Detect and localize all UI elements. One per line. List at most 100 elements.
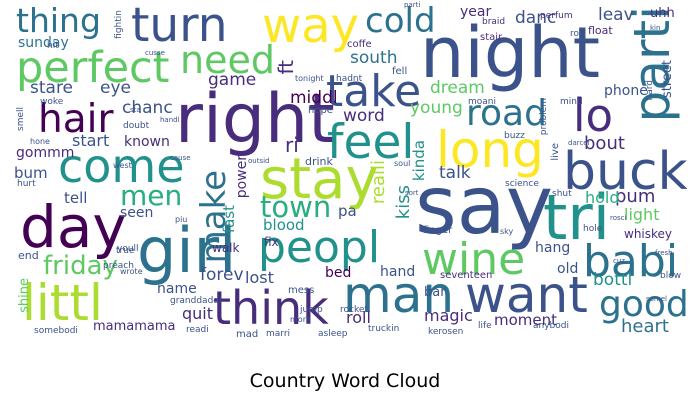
word: hone	[30, 137, 50, 146]
word: sort	[405, 189, 419, 197]
word: somel	[646, 295, 667, 303]
chart-title: Country Word Cloud	[249, 370, 441, 392]
word: live	[550, 143, 561, 161]
word: kinda	[410, 140, 428, 182]
word: cause	[170, 154, 191, 162]
word: shut	[552, 189, 572, 199]
word: seen	[120, 205, 154, 221]
word: marri	[266, 329, 291, 339]
word: float	[588, 24, 613, 37]
word: good	[599, 284, 689, 325]
word: bed	[325, 265, 352, 281]
word: tri	[543, 181, 611, 254]
word: gommm	[16, 145, 75, 161]
word: bout	[584, 133, 625, 154]
word: power	[234, 155, 250, 199]
word: leav	[598, 5, 634, 25]
word: start	[72, 131, 110, 150]
word-cloud: turn way night thing perfect need cold t…	[14, 0, 689, 340]
word: stare	[30, 78, 74, 98]
word: realli	[368, 160, 389, 205]
word: phone	[604, 83, 648, 99]
word: sky	[500, 227, 514, 236]
word: smell	[16, 107, 26, 131]
word: stair	[480, 32, 503, 43]
word: west	[113, 161, 132, 170]
word: blood	[263, 216, 305, 234]
word: chanc	[122, 98, 173, 118]
word: jump	[300, 305, 323, 315]
word: seventeen	[440, 270, 493, 281]
word: hang	[535, 240, 571, 256]
word: fix	[264, 235, 279, 249]
word: feel	[327, 115, 415, 170]
word: darcel	[568, 139, 590, 147]
word: road	[466, 93, 547, 134]
word: hair	[38, 97, 114, 142]
word: ri	[285, 133, 299, 157]
word: ft	[274, 60, 298, 75]
word: want	[465, 266, 588, 324]
word: science	[505, 179, 539, 189]
word: word	[343, 106, 385, 126]
word: fell	[392, 66, 408, 77]
word: hole	[583, 224, 603, 234]
word: day	[20, 193, 127, 261]
word: outsid	[248, 157, 270, 165]
word: cold	[365, 1, 436, 41]
word: come	[58, 139, 185, 193]
word: fast	[220, 205, 238, 234]
word: hadnt	[336, 74, 363, 84]
word: friday	[43, 251, 118, 281]
word: take	[326, 66, 422, 117]
word: coffe	[347, 39, 372, 50]
word: game	[208, 70, 257, 90]
word: pa	[338, 202, 357, 220]
word: cusse	[145, 49, 165, 57]
word: rocket	[340, 305, 368, 315]
word: heart	[621, 316, 669, 337]
word: wine	[422, 234, 526, 285]
word: hurt	[17, 179, 36, 189]
word: south	[350, 48, 398, 68]
word: stay	[260, 147, 379, 212]
word: think	[213, 281, 329, 335]
word: buck	[563, 142, 688, 202]
word: danc	[515, 8, 557, 28]
word: morn	[290, 315, 311, 324]
word: bar	[424, 285, 446, 300]
word: drink	[305, 155, 333, 168]
word: forev	[200, 265, 244, 285]
word: middl	[290, 88, 338, 108]
word: mind	[560, 97, 583, 107]
word: hand	[380, 264, 416, 280]
word: need	[180, 38, 275, 82]
word: rosci	[610, 214, 627, 222]
word: wrote	[120, 267, 143, 276]
word: lo	[573, 89, 614, 142]
word: bum	[14, 164, 48, 182]
word: old	[557, 261, 579, 277]
word: known	[124, 134, 170, 150]
word: way	[262, 0, 360, 54]
word: problem	[539, 98, 549, 136]
word: magic	[424, 306, 473, 325]
word: parti	[404, 1, 421, 9]
word: men	[120, 179, 183, 212]
word: bottl	[593, 270, 633, 290]
word: braid	[482, 17, 506, 27]
word: mad	[236, 329, 259, 340]
word: preach	[103, 261, 134, 271]
word: blow	[660, 271, 682, 281]
word: perfum	[540, 11, 573, 21]
word: readi	[186, 325, 209, 335]
word: hold	[585, 188, 620, 207]
word: roll	[346, 308, 371, 327]
word: talk	[439, 163, 471, 183]
word: night	[420, 12, 601, 94]
word: moment	[494, 311, 558, 329]
word: eye	[100, 78, 131, 98]
word: piu	[175, 215, 188, 224]
word: street	[660, 60, 675, 99]
word: lost	[245, 268, 274, 287]
